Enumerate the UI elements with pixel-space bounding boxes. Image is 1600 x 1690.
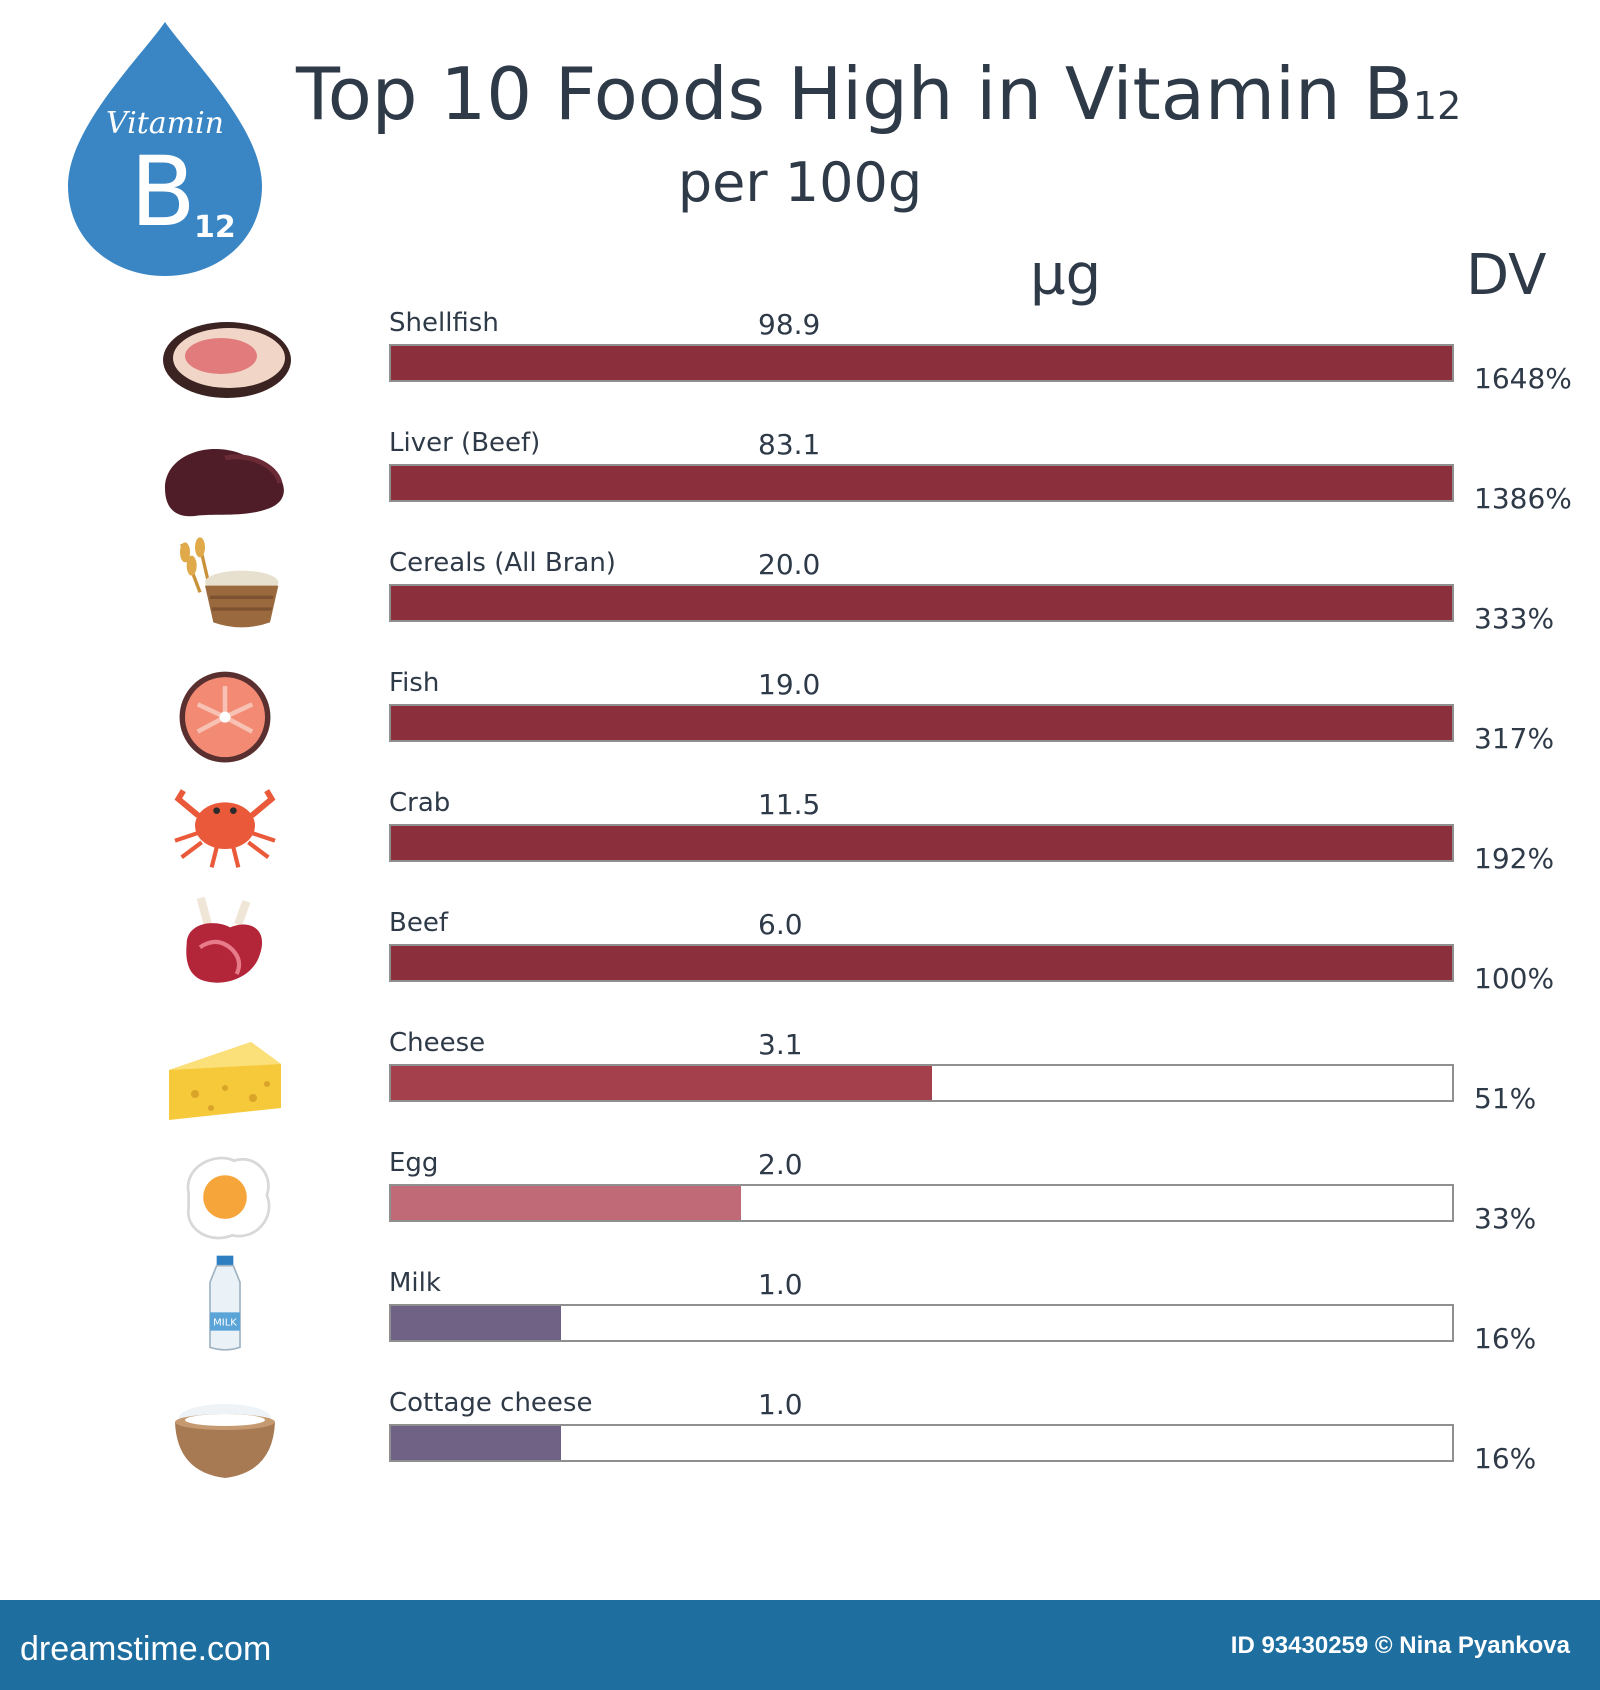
ug-value-label: 3.1 [758,1028,803,1061]
dv-value-label: 1648% [1474,362,1572,395]
cottage-cheese-icon [175,1404,275,1478]
ug-value-label: 6.0 [758,908,803,941]
food-label: Beef [389,908,448,938]
bar-row: Beef 6.0 100% [0,896,1600,1028]
ug-value-label: 2.0 [758,1148,803,1181]
dv-value-label: 16% [1474,1442,1537,1475]
bar-track [389,824,1454,862]
food-label: Crab [389,788,451,818]
bar-track [389,344,1454,382]
chart-title-subscript: 12 [1412,84,1462,128]
bar-track [389,1304,1454,1342]
shellfish-icon [163,322,291,398]
cheese-icon [169,1042,281,1120]
footer-site-link[interactable]: dreamstime.com [20,1630,272,1668]
cereal-bowl-icon [180,537,279,628]
bar [391,586,1452,620]
chart-title-main: Top 10 Foods High in Vitamin B [296,52,1413,136]
dv-value-label: 317% [1474,722,1555,755]
bar-track [389,944,1454,982]
ug-value-label: 19.0 [758,668,821,701]
bar-row: Shellfish 98.9 1648% [0,308,1600,428]
fish-steak-icon [179,671,271,763]
bar-row: Cheese 3.1 51% [0,1028,1600,1148]
badge-letter: B [130,136,196,248]
milk-bottle-icon: MILK [209,1255,241,1351]
chart-title: Top 10 Foods High in Vitamin B12 [296,58,1461,130]
dv-value-label: 100% [1474,962,1555,995]
bar [391,706,1452,740]
ug-value-label: 1.0 [758,1388,803,1421]
food-label: Milk [389,1268,441,1298]
food-label: Egg [389,1148,439,1178]
bar [391,1066,933,1100]
column-header-dv: DV [1466,243,1547,308]
bar-track [389,704,1454,742]
bar [391,1186,742,1220]
egg-icon [186,1156,271,1240]
ug-value-label: 98.9 [758,308,821,341]
badge-vitamin-word: Vitamin [105,106,225,141]
dv-value-label: 192% [1474,842,1555,875]
bar-track [389,464,1454,502]
bar-track [389,584,1454,622]
dv-value-label: 1386% [1474,482,1572,515]
bar [391,826,1452,860]
food-label: Cereals (All Bran) [389,548,616,578]
food-label: Fish [389,668,440,698]
bar [391,1426,561,1460]
footer-credit: ID 93430259 © Nina Pyankova [1230,1632,1570,1659]
dv-value-label: 51% [1474,1082,1537,1115]
bar-track [389,1424,1454,1462]
food-label: Shellfish [389,308,499,338]
bar [391,466,1452,500]
dv-value-label: 16% [1474,1322,1537,1355]
milk-label-text: MILK [213,1318,237,1329]
bar-track [389,1184,1454,1222]
bar-row: Crab 11.5 192% [0,788,1600,908]
bar [391,346,1452,380]
ug-value-label: 11.5 [758,788,821,821]
vitamin-drop-icon [68,22,262,276]
food-label: Cottage cheese [389,1388,593,1418]
liver-icon [165,449,284,517]
badge-subscript: 12 [194,210,236,245]
bar-row: Cereals (All Bran) 20.0 333% [0,537,1600,668]
bar-row: Fish 19.0 317% [0,668,1600,788]
dv-value-label: 33% [1474,1202,1537,1235]
crab-icon [174,789,276,868]
bar-row: Cottage cheese 1.0 16% [0,1388,1600,1508]
bar-row: Egg 2.0 33% [0,1148,1600,1268]
bar-row: Liver (Beef) 83.1 1386% [0,428,1600,548]
bar [391,1306,561,1340]
column-header-ug: µg [1030,243,1102,308]
ug-value-label: 20.0 [758,548,821,581]
dv-value-label: 333% [1474,602,1555,635]
bar-track [389,1064,1454,1102]
food-label: Cheese [389,1028,486,1058]
ug-value-label: 83.1 [758,428,821,461]
beef-icon [186,896,263,983]
footer-bar: dreamstime.com ID 93430259 © Nina Pyanko… [0,1600,1600,1690]
chart-subtitle: per 100g [677,151,923,214]
ug-value-label: 1.0 [758,1268,803,1301]
bar [391,946,1452,980]
food-label: Liver (Beef) [389,428,541,458]
bar-row: MILK Milk 1.0 16% [0,1255,1600,1388]
